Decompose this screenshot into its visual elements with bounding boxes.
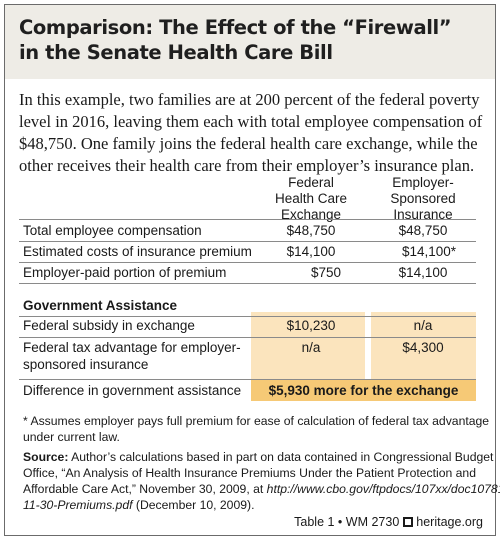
source-text: (December 10, 2009). [132,498,255,512]
exchange-value: $10,230 [286,318,336,333]
table-divider [19,219,476,220]
intro-line-3: $48,750. One family joins the federal he… [19,134,478,153]
source-url: 11-30-Premiums.pdf [23,498,133,512]
intro-line-2: level in 2016, leaving them each with to… [19,112,483,131]
row-label-line: sponsored insurance [23,357,149,372]
table-divider [19,241,476,242]
exchange-value: $750 [310,265,342,280]
table-reference: Table 1 • WM 2730 [294,515,400,529]
employer-value: $14,100* [401,244,457,259]
exchange-highlight [251,312,365,380]
title-line-2: in the Senate Health Care Bill [19,41,333,64]
difference-value: $5,930 more for the exchange [268,383,459,398]
footnote: * Assumes employer pays full premium for… [23,413,491,445]
row-label: Federal tax advantage for employer- spon… [23,339,241,373]
intro-line-1: In this example, two families are at 200… [19,90,480,109]
column-header-employer: Employer- Sponsored Insurance [371,175,475,223]
heritage-logo-icon [403,517,414,527]
employer-highlight [371,312,476,380]
column-header-exchange: Federal Health Care Exchange [259,175,363,223]
table-divider [19,379,476,380]
title-line-1: Comparison: The Effect of the “Firewall” [19,16,452,39]
column-header-exchange-line: Federal [288,175,334,190]
source-text: Office, “An Analysis of Health Insurance… [23,466,476,480]
section-heading: Government Assistance [23,298,178,313]
difference-highlight [251,379,476,401]
employer-value: $4,300 [402,340,444,355]
employer-value: n/a [413,318,433,333]
exchange-value: n/a [301,340,321,355]
source-text: Author’s calculations based in part on d… [68,450,494,464]
row-label-line: Federal tax advantage for employer- [23,340,241,355]
table-divider [19,283,476,284]
source-label: Source: [23,450,69,464]
exchange-value: $48,750 [286,223,336,238]
table-divider [19,316,476,317]
source-note: Source: Author’s calculations based in p… [23,449,500,513]
exchange-value: $14,100 [286,244,336,259]
page-title: Comparison: The Effect of the “Firewall”… [19,15,489,65]
column-header-exchange-line: Exchange [280,207,342,222]
intro-paragraph: In this example, two families are at 200… [19,89,489,177]
table-divider [19,337,476,338]
column-header-employer-line: Sponsored [390,191,456,206]
row-label: Estimated costs of insurance premium [23,244,252,259]
title-banner: Comparison: The Effect of the “Firewall”… [5,5,495,79]
employer-value: $48,750 [398,223,448,238]
figure-frame: Comparison: The Effect of the “Firewall”… [4,4,500,536]
row-label: Federal subsidy in exchange [23,318,195,333]
footnote-line: * Assumes employer pays full premium for… [23,414,490,428]
column-header-exchange-line: Health Care [274,191,348,206]
row-label: Difference in government assistance [23,383,242,398]
source-text: Affordable Care Act,” November 30, 2009,… [23,482,267,496]
column-header-employer-line: Insurance [393,207,453,222]
table-divider [19,262,476,263]
site-name: heritage.org [416,515,483,529]
source-url: http://www.cbo.gov/ftpdocs/107xx/doc1078… [266,482,500,496]
row-label: Employer-paid portion of premium [23,265,227,280]
intro-line-4: other receives their health care from th… [19,156,475,175]
footnote-line: under current law. [23,430,120,444]
column-header-employer-line: Employer- [392,175,454,190]
figure-footer: Table 1 • WM 2730 heritage.org [294,515,483,529]
employer-value: $14,100 [398,265,448,280]
row-label: Total employee compensation [23,223,202,238]
